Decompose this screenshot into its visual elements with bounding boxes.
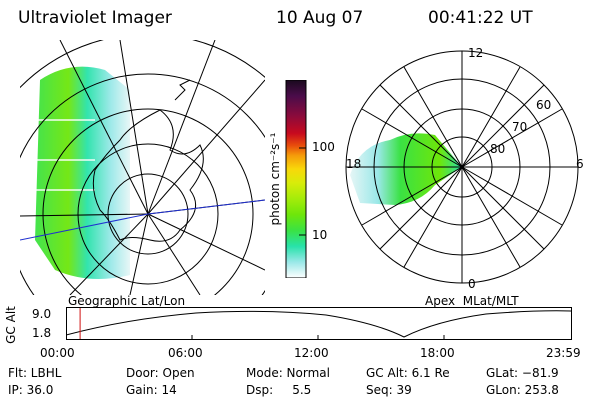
info-ip: IP: 36.0 (8, 383, 54, 397)
altitude-axis-label: GC Alt (3, 306, 18, 344)
info-mode: Mode: Normal (246, 366, 330, 380)
altitude-curve (66, 310, 572, 338)
geographic-map-label: Geographic Lat/Lon (68, 294, 186, 308)
info-glat: GLat: −81.9 (486, 366, 559, 380)
info-door: Door: Open (126, 366, 195, 380)
info-glon: GLon: 253.8 (486, 383, 559, 397)
instrument-title: Ultraviolet Imager (18, 8, 172, 28)
date-label: 10 Aug 07 (276, 8, 364, 28)
colorbar (285, 80, 307, 278)
info-seq: Seq: 39 (366, 383, 412, 397)
altitude-tick-9: 9.0 (32, 307, 52, 321)
geographic-map (20, 40, 265, 295)
info-gain: Gain: 14 (126, 383, 177, 397)
time-tick-0000: 00:00 (40, 346, 75, 360)
time-label: 00:41:22 UT (428, 8, 533, 28)
altitude-timeline (66, 307, 572, 340)
mlt-label-12: 12 (468, 46, 484, 60)
mlat-label-80: 80 (490, 142, 506, 156)
time-tick-0600: 06:00 (168, 346, 203, 360)
mlat-label-70: 70 (512, 120, 528, 134)
info-gc-alt: GC Alt: 6.1 Re (366, 366, 450, 380)
colorbar-unit-label: photon cm⁻²s⁻¹ (268, 132, 282, 226)
mlat-label-60: 60 (536, 98, 552, 112)
mlt-label-0: 0 (468, 277, 476, 291)
mlt-label-6: 6 (576, 157, 584, 171)
altitude-tick-1-8: 1.8 (32, 326, 52, 340)
colorbar-tick-10: 10 (312, 228, 328, 242)
time-tick-1800: 18:00 (420, 346, 455, 360)
mlt-label-18: 18 (346, 157, 362, 171)
colorbar-tick-100: 100 (312, 140, 335, 154)
magnetic-polar-plot (345, 50, 579, 284)
info-flt: Flt: LBHL (8, 366, 62, 380)
auroral-emission-right (350, 133, 462, 205)
time-tick-1200: 12:00 (294, 346, 329, 360)
magnetic-map-label: Apex MLat/MLT (425, 294, 519, 308)
time-tick-2359: 23:59 (546, 346, 581, 360)
info-dsp: Dsp: 5.5 (246, 383, 312, 397)
